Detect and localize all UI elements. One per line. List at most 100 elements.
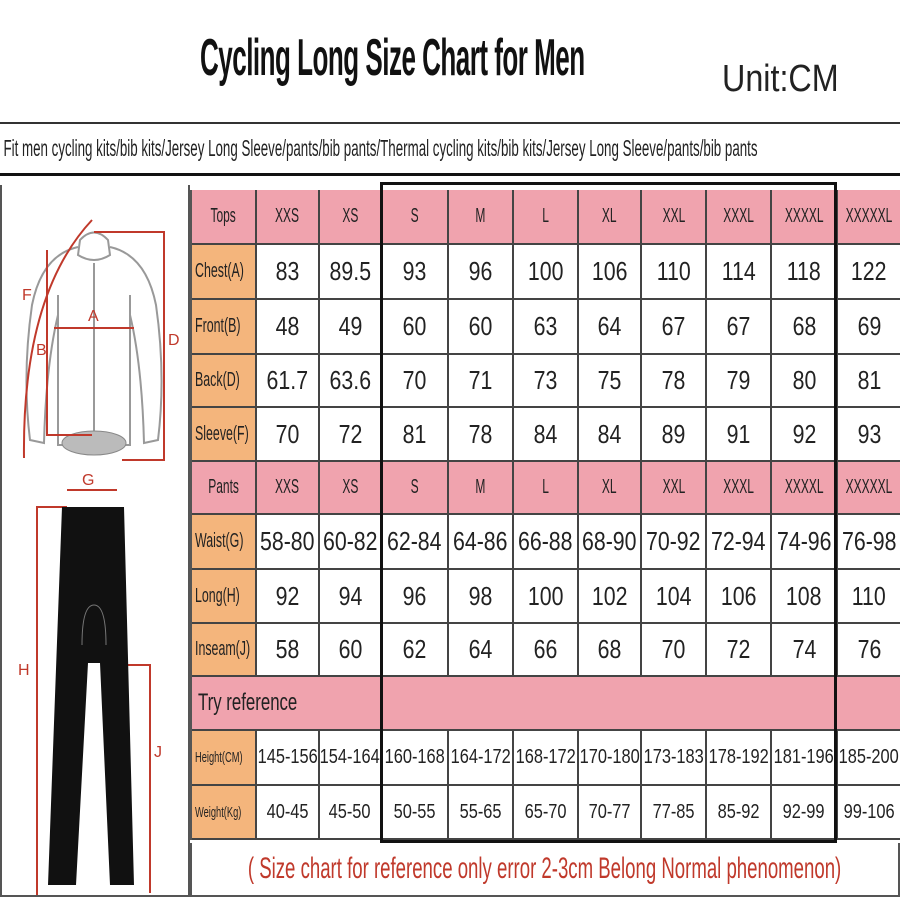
table-cell-text: 92 — [792, 418, 816, 449]
table-cell: 81 — [838, 355, 900, 408]
size-header: XXS — [257, 190, 320, 245]
row-label-text: Chest(A) — [195, 260, 244, 282]
table-cell-text: 160-168 — [384, 746, 445, 768]
table-cell-text: 55-65 — [459, 800, 502, 823]
size-header-text: XXS — [275, 476, 300, 498]
table-cell: 89 — [642, 408, 707, 462]
size-header-text: L — [542, 205, 549, 227]
size-header-text: XXS — [275, 205, 300, 227]
table-cell: 62 — [382, 624, 449, 677]
table-cell-text: 94 — [338, 580, 362, 611]
table-cell: 80 — [772, 355, 838, 408]
table-cell: 96 — [382, 570, 449, 624]
size-header: XL — [579, 462, 642, 515]
table-cell-text: 50-55 — [393, 800, 436, 823]
table-cell: 78 — [642, 355, 707, 408]
table-cell-text: 63.6 — [329, 365, 371, 395]
table-cell: 67 — [707, 300, 772, 355]
table-cell: 104 — [642, 570, 707, 624]
table-cell: 178-192 — [707, 731, 772, 786]
table-cell-text: 66-88 — [518, 526, 573, 556]
row-label: Long(H) — [192, 570, 257, 624]
size-header-text: XXL — [662, 205, 685, 227]
table-cell: 168-172 — [514, 731, 579, 786]
table-cell-text: 78 — [468, 418, 493, 449]
table-cell-text: 67 — [726, 311, 751, 341]
table-cell-text: 63 — [533, 311, 558, 341]
table-cell: 102 — [579, 570, 642, 624]
size-header: XXXXL — [772, 190, 838, 245]
table-cell-text: 118 — [786, 256, 821, 286]
garment-illustration: F A B D G H J — [0, 185, 190, 897]
table-cell-text: 66 — [533, 634, 558, 664]
label-h: H — [18, 662, 30, 679]
table-cell-text: 70 — [275, 418, 300, 449]
table-cell: 66 — [514, 624, 579, 677]
table-cell: 84 — [514, 408, 579, 462]
table-cell: 49 — [320, 300, 382, 355]
table-cell-text: 154-164 — [320, 746, 381, 768]
table-cell: 68-90 — [579, 515, 642, 570]
row-label-text: Sleeve(F) — [195, 422, 249, 445]
table-cell: 145-156 — [257, 731, 320, 786]
table-cell-text: 170-180 — [579, 746, 640, 768]
table-cell: 72 — [707, 624, 772, 677]
table-cell: 72-94 — [707, 515, 772, 570]
size-header-text: XXXL — [723, 476, 754, 498]
table-cell-text: 48 — [275, 311, 300, 341]
size-header-text: XS — [341, 205, 359, 227]
table-cell: 93 — [382, 245, 449, 300]
table-cell: 154-164 — [320, 731, 382, 786]
table-cell: 61.7 — [257, 355, 320, 408]
row-label-text: Waist(G) — [195, 530, 244, 552]
table-cell: 70-77 — [579, 786, 642, 840]
table-cell-text: 145-156 — [257, 746, 318, 768]
table-cell: 60 — [382, 300, 449, 355]
table-cell: 164-172 — [449, 731, 514, 786]
table-cell-text: 60 — [338, 634, 362, 664]
size-header-text: XXXL — [723, 205, 754, 227]
table-cell-text: 122 — [851, 256, 887, 286]
pants-drawing — [48, 507, 134, 885]
jersey-hem — [61, 430, 127, 456]
size-header: XS — [320, 190, 382, 245]
row-label: Front(B) — [192, 300, 257, 355]
size-header: XXXL — [707, 190, 772, 245]
table-cell-text: 65-70 — [524, 800, 567, 823]
table-cell-text: 62-84 — [387, 526, 442, 556]
table-cell: 73 — [514, 355, 579, 408]
table-cell-text: 70-92 — [646, 526, 701, 556]
table-cell: 60 — [449, 300, 514, 355]
table-cell-text: 114 — [721, 256, 756, 286]
row-label-text: Front(B) — [195, 315, 241, 337]
table-cell-text: 70 — [661, 634, 686, 664]
table-cell-text: 58-80 — [260, 526, 315, 556]
table-cell-text: 102 — [591, 580, 628, 611]
table-cell-text: 78 — [661, 365, 686, 395]
size-header-text: L — [542, 476, 549, 498]
table-cell-text: 76-98 — [841, 526, 897, 556]
table-cell: 92-99 — [772, 786, 838, 840]
section-header-tops: Tops — [192, 190, 257, 245]
table-cell: 69 — [838, 300, 900, 355]
size-header-text: M — [475, 205, 486, 227]
table-cell: 92 — [772, 408, 838, 462]
row-label-text: Long(H) — [195, 584, 240, 607]
row-label: Chest(A) — [192, 245, 257, 300]
size-header: XXL — [642, 190, 707, 245]
table-cell-text: 45-50 — [329, 800, 371, 823]
table-cell-text: 68 — [597, 634, 622, 664]
size-header-text: M — [475, 476, 486, 498]
table-cell-text: 68-90 — [582, 526, 637, 556]
size-header: XXS — [257, 462, 320, 515]
table-cell: 45-50 — [320, 786, 382, 840]
table-cell: 58 — [257, 624, 320, 677]
table-cell: 110 — [642, 245, 707, 300]
label-f: F — [22, 287, 32, 304]
table-cell: 98 — [449, 570, 514, 624]
table-cell-text: 77-85 — [652, 800, 695, 823]
table-cell: 75 — [579, 355, 642, 408]
table-cell: 60-82 — [320, 515, 382, 570]
table-cell: 66-88 — [514, 515, 579, 570]
section-header-tops-text: Tops — [210, 205, 237, 227]
